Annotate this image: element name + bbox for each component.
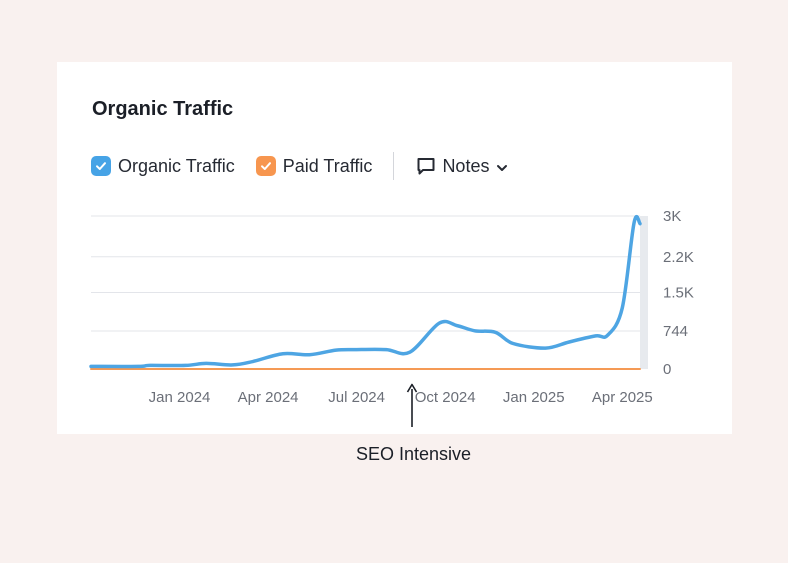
notes-label: Notes: [442, 155, 490, 176]
y-tick-label: 0: [663, 361, 671, 378]
y-tick-label: 3K: [663, 208, 681, 225]
organic-traffic-checkbox[interactable]: [91, 156, 111, 176]
x-tick-label: Oct 2024: [415, 389, 476, 406]
legend-item-organic-traffic[interactable]: Organic Traffic: [91, 156, 235, 177]
notes-dropdown[interactable]: Notes: [416, 156, 509, 177]
chart-right-band: [640, 216, 648, 369]
x-tick-label: Jan 2025: [503, 389, 565, 406]
chart-legend: Organic Traffic Paid Traffic Notes: [91, 152, 509, 180]
legend-label-paid-traffic: Paid Traffic: [282, 155, 373, 176]
x-tick-label: Jul 2024: [328, 389, 385, 406]
y-tick-label: 2.2K: [663, 249, 694, 266]
seo-intensive-annotation: SEO Intensive: [356, 444, 472, 464]
paid-traffic-checkbox[interactable]: [255, 156, 276, 176]
chevron-down-icon: [497, 164, 508, 171]
annotation-arrow-icon: [406, 383, 418, 427]
legend-divider: [393, 152, 395, 180]
legend-label-organic-traffic: Organic Traffic: [118, 155, 235, 176]
x-tick-label: Apr 2024: [238, 389, 299, 406]
checkmark-icon: [260, 162, 271, 170]
chart-card: Organic Traffic Organic Traffic Paid Tra…: [57, 62, 732, 434]
y-tick-label: 1.5K: [663, 285, 694, 302]
x-tick-label: Jan 2024: [149, 389, 211, 406]
series-line-organic-traffic: [89, 214, 642, 369]
comment-icon: [417, 158, 435, 175]
legend-item-paid-traffic[interactable]: Paid Traffic: [255, 155, 373, 177]
chart-title: Organic Traffic: [92, 98, 234, 120]
y-tick-label: 744: [663, 323, 688, 340]
checkmark-icon: [96, 162, 106, 170]
x-tick-label: Apr 2025: [592, 389, 653, 406]
